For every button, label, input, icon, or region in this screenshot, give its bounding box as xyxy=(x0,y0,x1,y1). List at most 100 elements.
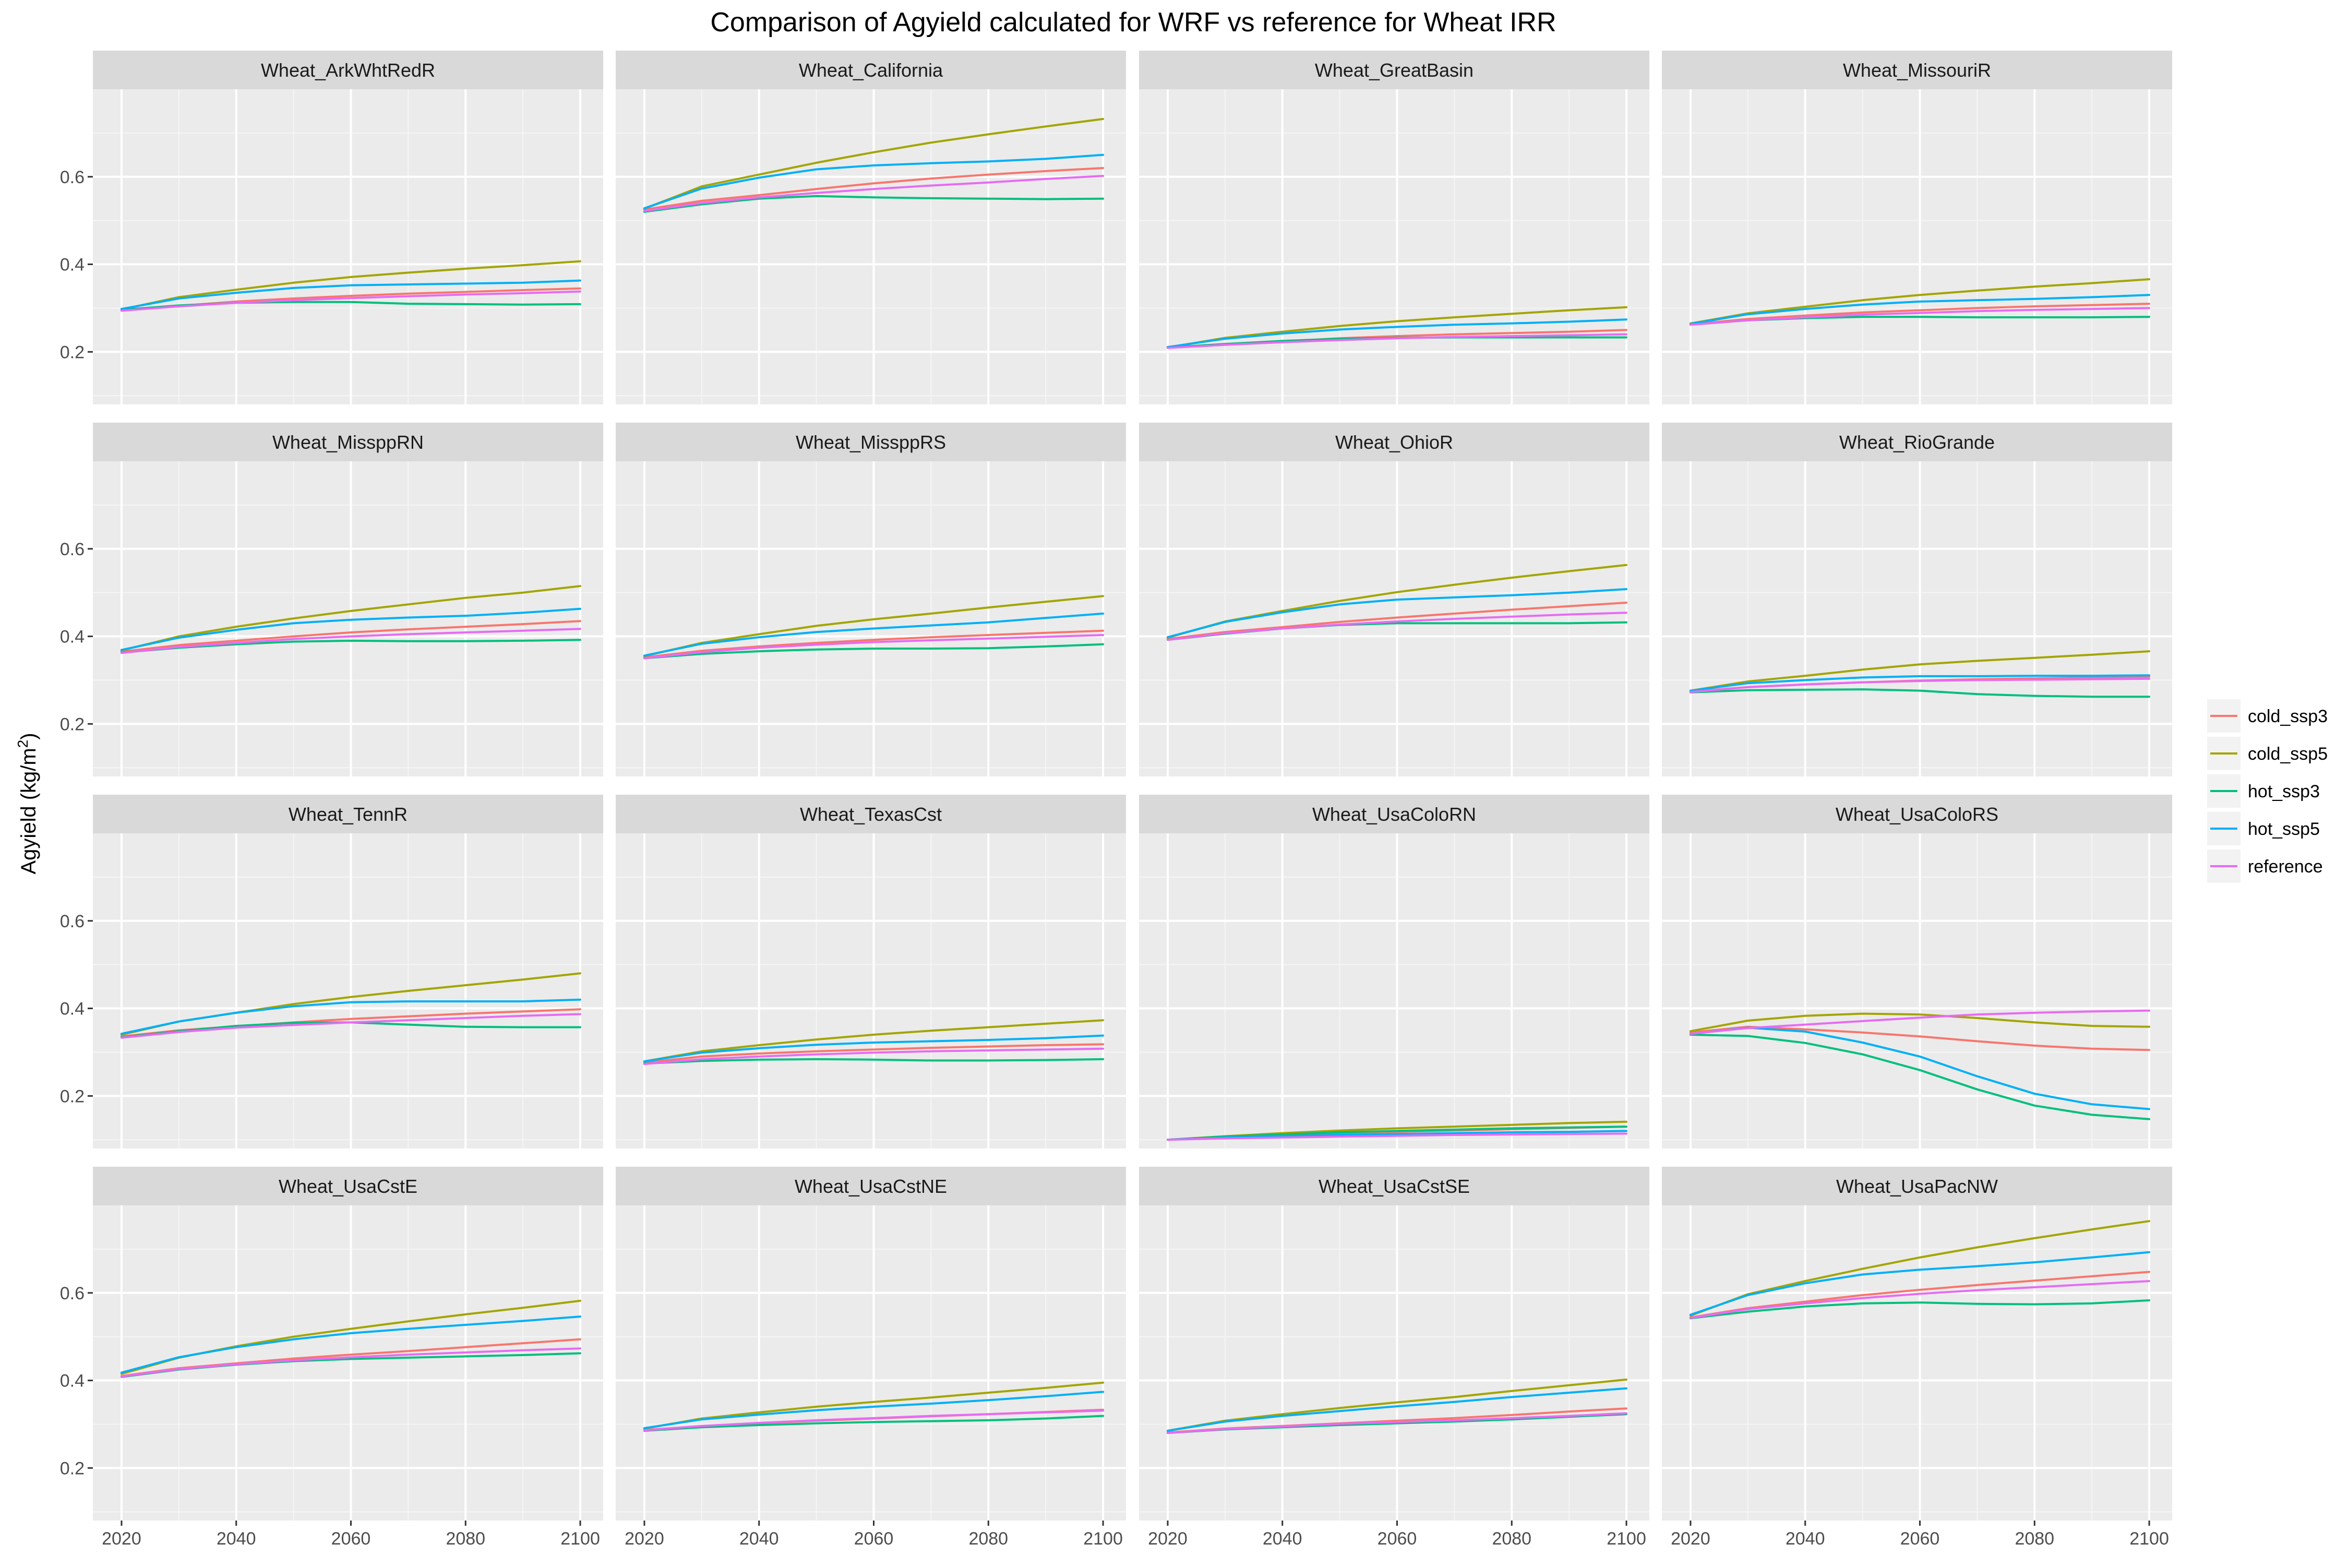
facet-label: Wheat_California xyxy=(799,59,943,81)
series-line-hot_ssp3 xyxy=(1166,1126,1627,1141)
facet-label: Wheat_RioGrande xyxy=(1839,432,1995,453)
series-line-cold_ssp5 xyxy=(643,118,1104,210)
legend-label: cold_ssp5 xyxy=(2248,744,2328,764)
series-line-hot_ssp5 xyxy=(120,279,581,310)
panel-background xyxy=(93,1205,603,1521)
x-tick-label: 2080 xyxy=(2015,1529,2054,1549)
x-tick-label: 2020 xyxy=(625,1529,664,1549)
facet-panel: Wheat_TexasCst xyxy=(616,795,1126,1148)
series-line-reference xyxy=(120,1013,581,1039)
y-tick-label: 0.2 xyxy=(60,714,85,734)
series-line-hot_ssp5 xyxy=(1689,294,2150,325)
y-tick-label: 0.4 xyxy=(60,999,85,1019)
series-line-hot_ssp3 xyxy=(643,1415,1104,1432)
series-line-reference xyxy=(643,1409,1104,1432)
series-line-hot_ssp5 xyxy=(120,1315,581,1374)
facet-label: Wheat_MissppRS xyxy=(796,432,946,453)
series-line-cold_ssp5 xyxy=(643,1381,1104,1430)
series-line-hot_ssp5 xyxy=(643,153,1104,210)
facet-strip xyxy=(93,795,603,833)
series-line-reference xyxy=(1166,333,1627,349)
facet-strip xyxy=(93,51,603,89)
series-line-hot_ssp5 xyxy=(1166,1387,1627,1432)
series-line-reference xyxy=(643,175,1104,212)
series-line-hot_ssp5 xyxy=(1689,674,2150,692)
facet-panel: Wheat_UsaCstSE 2020 2040 2060 2080 2100 xyxy=(1139,1167,1649,1549)
legend-label: cold_ssp3 xyxy=(2248,707,2328,726)
panel-background xyxy=(1139,1205,1649,1521)
series-line-cold_ssp3 xyxy=(643,629,1104,659)
series-line-hot_ssp5 xyxy=(643,612,1104,657)
series-line-cold_ssp3 xyxy=(1689,1271,2150,1319)
series-line-reference xyxy=(1166,1412,1627,1434)
panel-background xyxy=(616,833,1126,1148)
x-tick-label: 2040 xyxy=(1786,1529,1825,1549)
facet-panel: Wheat_OhioR xyxy=(1139,423,1649,776)
chart-title: Comparison of Agyield calculated for WRF… xyxy=(710,7,1556,38)
facet-strip xyxy=(616,51,1126,89)
x-tick-label: 2020 xyxy=(1671,1529,1710,1549)
panel-background xyxy=(1662,833,2172,1148)
series-line-hot_ssp3 xyxy=(643,195,1104,213)
x-tick-label: 2080 xyxy=(968,1529,1008,1549)
series-line-reference xyxy=(1689,1280,2150,1319)
facet-strip xyxy=(616,423,1126,461)
series-line-hot_ssp5 xyxy=(1689,1251,2150,1316)
series-line-cold_ssp3 xyxy=(1166,602,1627,640)
x-tick-label: 2040 xyxy=(739,1529,779,1549)
series-line-reference xyxy=(643,634,1104,660)
panel-background xyxy=(93,89,603,404)
series-line-cold_ssp5 xyxy=(120,260,581,310)
series-line-hot_ssp5 xyxy=(1689,1026,2150,1110)
series-line-reference xyxy=(1689,307,2150,326)
facet-label: Wheat_UsaCstE xyxy=(279,1176,417,1197)
series-line-cold_ssp5 xyxy=(643,1019,1104,1063)
panels-layer: Wheat_ArkWhtRedR 0.2 0.4 0.6 Wheat_Californi… xyxy=(60,51,2172,1549)
facet-label: Wheat_UsaPacNW xyxy=(1836,1176,1998,1197)
x-tick-label: 2060 xyxy=(331,1529,371,1549)
facet-strip xyxy=(616,1167,1126,1205)
facet-strip xyxy=(93,1167,603,1205)
x-tick-label: 2040 xyxy=(217,1529,256,1549)
facet-strip xyxy=(93,423,603,461)
facet-strip xyxy=(1139,423,1649,461)
series-line-hot_ssp5 xyxy=(120,607,581,651)
series-line-cold_ssp5 xyxy=(1689,1012,2150,1033)
facet-panel: Wheat_UsaColoRN xyxy=(1139,795,1649,1148)
facet-label: Wheat_GreatBasin xyxy=(1315,59,1474,81)
series-line-reference xyxy=(643,1047,1104,1066)
facet-strip xyxy=(1139,1167,1649,1205)
y-axis-title: Agyield (kg/m2) xyxy=(15,733,41,874)
facet-panel: Wheat_UsaCstE 0.2 0.4 0.6 2020 2040 2060 2080 21… xyxy=(60,1167,603,1549)
series-line-cold_ssp5 xyxy=(1166,1378,1627,1432)
facet-label: Wheat_MissppRN xyxy=(272,432,424,453)
series-line-reference xyxy=(1166,612,1627,641)
series-line-cold_ssp5 xyxy=(120,585,581,652)
x-tick-label: 2020 xyxy=(1148,1529,1188,1549)
facet-panel: Wheat_UsaCstNE 2020 2040 2060 2080 2100 xyxy=(616,1167,1126,1549)
facet-panel: Wheat_MissouriR xyxy=(1662,51,2172,404)
panel-background xyxy=(1662,1205,2172,1521)
series-line-hot_ssp5 xyxy=(643,1391,1104,1429)
panel-background xyxy=(1139,89,1649,404)
series-line-reference xyxy=(120,1347,581,1378)
facet-label: Wheat_MissouriR xyxy=(1843,59,1991,81)
series-line-hot_ssp3 xyxy=(643,643,1104,660)
y-tick-label: 0.6 xyxy=(60,912,85,931)
facet-panel: Wheat_ArkWhtRedR 0.2 0.4 0.6 xyxy=(60,51,603,404)
panel-background xyxy=(616,1205,1126,1521)
y-tick-label: 0.4 xyxy=(60,627,85,647)
series-line-reference xyxy=(120,290,581,312)
panel-background xyxy=(93,461,603,776)
series-line-cold_ssp3 xyxy=(643,1043,1104,1064)
x-tick-label: 2020 xyxy=(102,1529,141,1549)
facet-panel: Wheat_RioGrande xyxy=(1662,423,2172,776)
facet-label: Wheat_ArkWhtRedR xyxy=(261,59,435,81)
series-line-cold_ssp3 xyxy=(643,167,1104,211)
y-tick-label: 0.2 xyxy=(60,1086,85,1106)
series-line-cold_ssp5 xyxy=(1689,650,2150,692)
series-line-cold_ssp5 xyxy=(643,595,1104,657)
legend-label: reference xyxy=(2248,857,2323,877)
series-line-hot_ssp3 xyxy=(643,1058,1104,1065)
